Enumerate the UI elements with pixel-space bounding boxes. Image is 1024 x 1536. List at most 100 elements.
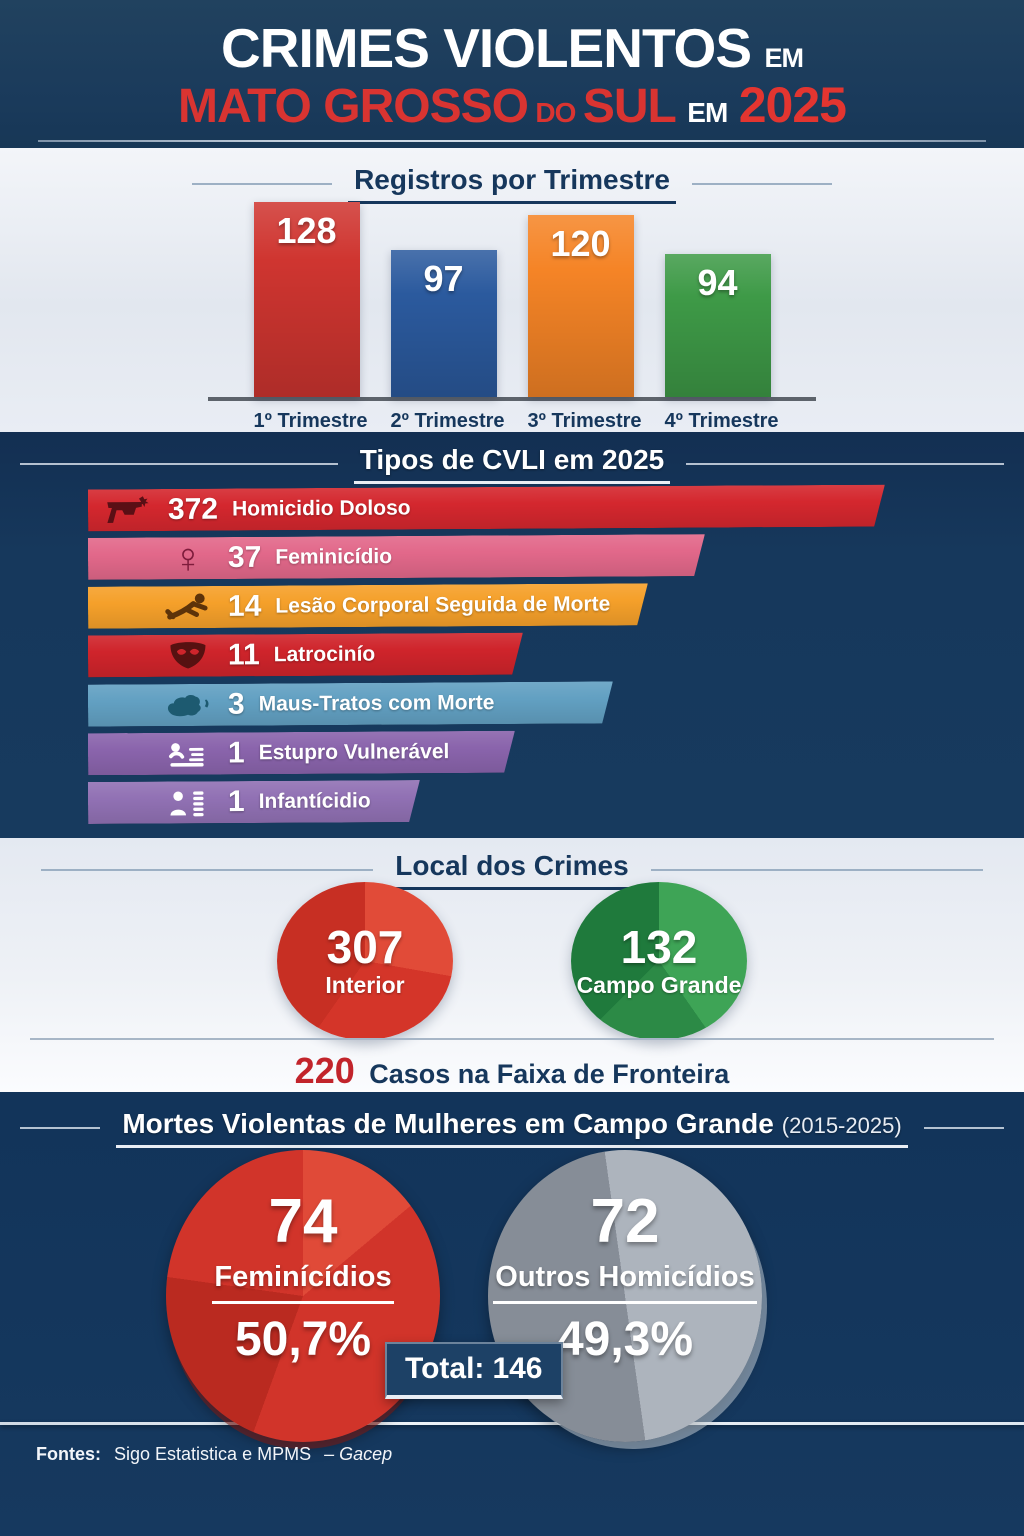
cvli-value: 372 <box>167 492 219 526</box>
local-pie-circles: 307 Interior 132 Campo Grande <box>0 882 1024 1040</box>
bar-value: 94 <box>697 262 738 303</box>
interior-value: 307 <box>326 920 404 973</box>
bar-value: 128 <box>276 210 337 251</box>
women-title-years: (2015-2025) <box>781 1113 902 1138</box>
axis-label-2-trimestre: 2º Trimestre <box>390 410 505 432</box>
bar-4-trimestre: 94 <box>664 254 771 397</box>
women-pie-circles: 74 Feminícídios 50,7% 72 Outros Homicídi… <box>0 1150 976 1442</box>
pistol-icon <box>100 495 156 525</box>
bar-value: 97 <box>423 258 464 299</box>
cvli-bar-list: 372 Homicidio Doloso ♀ 37 Feminicídio <box>88 487 885 830</box>
cvli-label: Infantícidio <box>258 789 371 813</box>
cvli-label: Latrocinío <box>273 642 376 667</box>
sources-suffix: – Gacep <box>324 1444 393 1464</box>
campo-grande-circle: 132 Campo Grande <box>571 882 747 1040</box>
cvli-bar-estupro-vulneravel: 1 Estupro Vulnerável <box>88 731 515 776</box>
cvli-value: 3 <box>227 687 245 721</box>
cvli-bar-lesao-corporal: 14 Lesão Corporal Seguida de Morte <box>88 583 648 628</box>
quarterly-bar-chart: 128 97 120 94 <box>208 202 816 401</box>
title-dash-left <box>20 1127 101 1129</box>
cvli-bar-latrocinio: 11 Latrocinío <box>88 633 523 678</box>
female-symbol-icon: ♀ <box>172 534 204 582</box>
total-value: 146 <box>492 1352 543 1385</box>
bar-2-trimestre: 97 <box>390 250 497 397</box>
cvli-bar-homicidio-doloso: 372 Homicidio Doloso <box>88 485 885 532</box>
bar-value: 120 <box>550 223 611 264</box>
title-dash-left <box>20 463 338 465</box>
outros-homicidios-label: Outros Homicídios <box>493 1259 757 1304</box>
title-sul: SUL <box>582 80 677 133</box>
title-em2-small: EM <box>687 97 728 128</box>
title-year: 2025 <box>738 77 847 133</box>
outros-homicidios-circle: 72 Outros Homicídios 49,3% <box>488 1150 762 1442</box>
axis-label-4-trimestre: 4º Trimestre <box>664 410 779 432</box>
total-label: Total: <box>405 1352 485 1385</box>
cvli-title-row: Tipos de CVLI em 2025 <box>20 432 1004 484</box>
campo-grande-value: 132 <box>620 920 698 973</box>
cvli-value: 37 <box>227 540 262 575</box>
title-dash-left <box>40 869 374 871</box>
cvli-title: Tipos de CVLI em 2025 <box>353 444 671 484</box>
feminicidios-percent: 50,7% <box>234 1313 372 1366</box>
animal-icon <box>160 691 216 718</box>
feminicidios-value: 74 <box>268 1187 338 1256</box>
sources-label: Fontes: <box>36 1444 101 1464</box>
title-mato-grosso: MATO GROSSO <box>178 80 529 133</box>
cvli-bar-maus-tratos: 3 Maus-Tratos com Morte <box>88 681 613 726</box>
main-title-line2: MATO GROSSO DO SUL EM 2025 <box>0 76 1024 134</box>
abuse-icon <box>160 740 216 767</box>
title-do-small: DO <box>535 97 576 128</box>
axis-label-1-trimestre: 1º Trimestre <box>253 410 368 432</box>
sources-text: Sigo Estatistica e MPMS <box>114 1444 312 1464</box>
feminicidios-label: Feminícídios <box>212 1259 394 1304</box>
fronteira-text: Casos na Faixa de Fronteira <box>369 1059 730 1089</box>
axis-label-3-trimestre: 3º Trimestre <box>527 410 642 432</box>
local-divider <box>30 1038 994 1040</box>
quarters-title: Registros por Trimestre <box>348 164 676 204</box>
cvli-bar-feminicidio: ♀ 37 Feminicídio <box>88 534 705 580</box>
title-dash-right <box>691 183 832 185</box>
section-local-crimes: Local dos Crimes 307 Interior 132 Campo … <box>0 838 1024 1092</box>
cvli-label: Maus-Tratos com Morte <box>258 691 495 716</box>
title-crimes-violentos: CRIMES VIOLENTOS <box>221 17 752 79</box>
cvli-value: 1 <box>227 736 245 770</box>
footer-divider <box>0 1422 1024 1425</box>
interior-label: Interior <box>325 971 405 998</box>
bar-1-trimestre: 128 <box>253 202 360 397</box>
header-divider <box>38 140 986 142</box>
bar-3-trimestre: 120 <box>527 215 634 397</box>
outros-homicidios-value: 72 <box>590 1187 660 1256</box>
quarterly-axis-labels: 1º Trimestre 2º Trimestre 3º Trimestre 4… <box>208 410 816 433</box>
outros-homicidios-percent: 49,3% <box>556 1313 694 1366</box>
women-title-row: Mortes Violentas de Mulheres em Campo Gr… <box>20 1092 1004 1148</box>
fronteira-note: 220 Casos na Faixa de Fronteira <box>0 1050 1024 1092</box>
mask-icon <box>160 642 216 670</box>
title-dash-right <box>923 1127 1004 1129</box>
women-title: Mortes Violentas de Mulheres em Campo Gr… <box>116 1108 908 1148</box>
cvli-label: Homicidio Doloso <box>231 496 411 521</box>
quarters-title-row: Registros por Trimestre <box>192 148 832 204</box>
cvli-value: 1 <box>227 785 245 819</box>
local-title-row: Local dos Crimes <box>40 838 984 890</box>
main-title-line1: CRIMES VIOLENTOS EM <box>0 0 1024 80</box>
infant-icon <box>160 788 216 817</box>
section-registros-trimestre: Registros por Trimestre 128 97 120 94 1º… <box>0 148 1024 432</box>
title-dash-left <box>192 183 333 185</box>
cvli-bar-infanticidio: 1 Infantícidio <box>88 780 420 824</box>
title-em-small: EM <box>764 43 803 73</box>
title-dash-right <box>650 869 984 871</box>
feminicidios-circle: 74 Feminícídios 50,7% <box>166 1150 440 1442</box>
section-tipos-cvli: Tipos de CVLI em 2025 372 Homicidio Dolo… <box>0 432 1024 838</box>
cvli-value: 11 <box>227 638 260 672</box>
cvli-label: Lesão Corporal Seguida de Morte <box>275 592 611 618</box>
title-dash-right <box>686 463 1004 465</box>
section-mortes-mulheres: Mortes Violentas de Mulheres em Campo Gr… <box>0 1092 1024 1536</box>
falling-person-icon <box>160 592 216 622</box>
campo-grande-label: Campo Grande <box>576 971 742 998</box>
header: CRIMES VIOLENTOS EM MATO GROSSO DO SUL E… <box>0 0 1024 148</box>
local-title: Local dos Crimes <box>389 850 635 890</box>
fronteira-value: 220 <box>294 1050 355 1091</box>
sources-footer: Fontes: Sigo Estatistica e MPMS – Gacep <box>36 1444 392 1465</box>
women-title-main: Mortes Violentas de Mulheres em Campo Gr… <box>122 1108 774 1139</box>
